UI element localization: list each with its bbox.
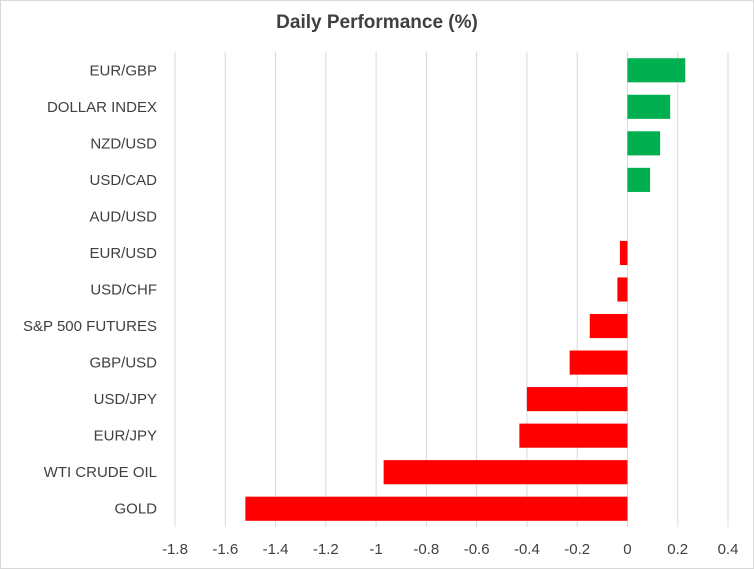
bars bbox=[245, 58, 686, 521]
bar bbox=[519, 423, 628, 448]
category-label: USD/JPY bbox=[94, 391, 157, 408]
bar bbox=[383, 460, 628, 485]
category-label: GOLD bbox=[114, 501, 157, 518]
bar bbox=[627, 167, 651, 192]
bar bbox=[526, 387, 628, 412]
x-tick-label: 0.2 bbox=[667, 541, 688, 558]
x-tick-label: -1.8 bbox=[162, 541, 188, 558]
bar bbox=[569, 350, 628, 375]
x-tick-label: -1 bbox=[369, 541, 382, 558]
category-label: EUR/JPY bbox=[94, 428, 157, 445]
category-label: USD/CAD bbox=[89, 172, 157, 189]
x-tick-label: -1.4 bbox=[263, 541, 289, 558]
bar bbox=[589, 313, 628, 339]
category-label: WTI CRUDE OIL bbox=[44, 464, 157, 481]
category-label: NZD/USD bbox=[90, 135, 157, 152]
bar bbox=[627, 94, 671, 119]
x-tick-label: -0.2 bbox=[564, 541, 590, 558]
category-labels: EUR/GBP DOLLAR INDEX NZD/USD USD/CAD AUD/USD… bbox=[23, 62, 157, 517]
bar bbox=[627, 58, 686, 83]
category-label: EUR/USD bbox=[89, 245, 157, 262]
category-label: AUD/USD bbox=[89, 208, 157, 225]
chart-title: Daily Performance (%) bbox=[276, 12, 478, 33]
x-tick-label: -0.4 bbox=[514, 541, 540, 558]
x-tick-label: -1.2 bbox=[313, 541, 339, 558]
x-axis-tick-labels: -1.8 -1.6 -1.4 -1.2 -1 -0.8 -0.6 -0.4 -0.2 0 0.2 0.… bbox=[162, 541, 738, 558]
x-tick-label: 0.4 bbox=[718, 541, 739, 558]
x-tick-label: -0.8 bbox=[413, 541, 439, 558]
gridlines bbox=[174, 52, 729, 527]
x-tick-label: 0 bbox=[623, 541, 631, 558]
x-tick-label: -1.6 bbox=[212, 541, 238, 558]
bar bbox=[619, 240, 628, 266]
category-label: USD/CHF bbox=[90, 282, 157, 299]
category-label: DOLLAR INDEX bbox=[47, 99, 157, 116]
category-label: S&P 500 FUTURES bbox=[23, 318, 157, 335]
bar bbox=[245, 496, 628, 521]
category-label: EUR/GBP bbox=[89, 62, 157, 79]
bar bbox=[627, 131, 661, 156]
x-tick-label: -0.6 bbox=[464, 541, 490, 558]
bar bbox=[617, 277, 628, 302]
category-label: GBP/USD bbox=[89, 355, 157, 372]
